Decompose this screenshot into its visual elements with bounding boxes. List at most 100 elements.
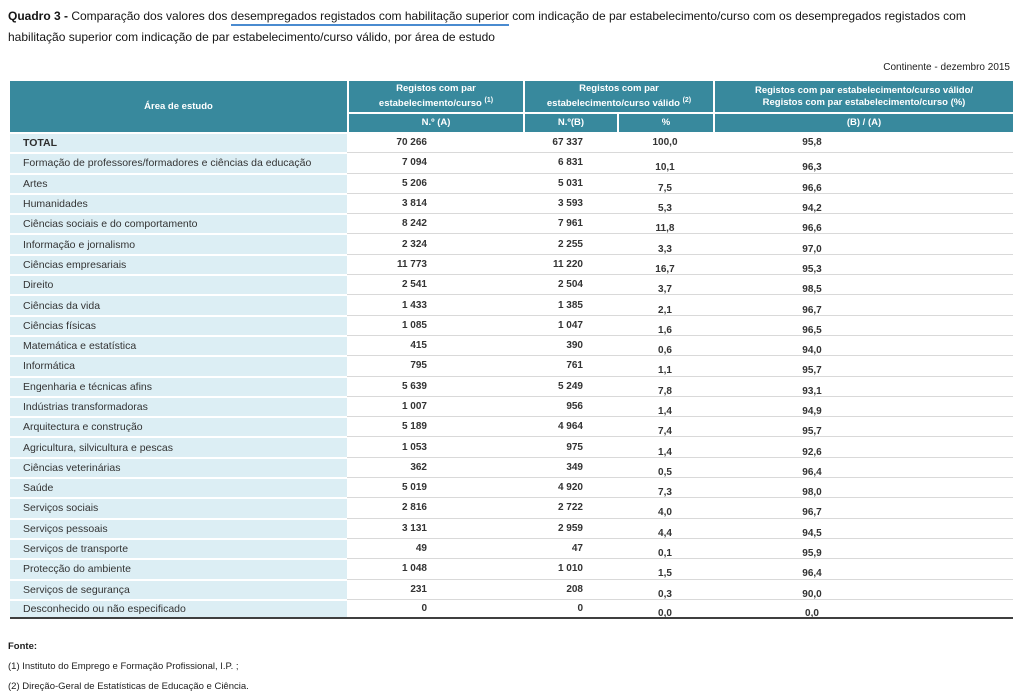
ratio-cell: 96,3 <box>713 152 1013 173</box>
ratio-cell: 96,7 <box>713 497 1013 518</box>
value-a-cell: 1 007 <box>347 395 523 416</box>
area-cell: Desconhecido ou não especificado <box>10 598 347 620</box>
value-b-cell: 47 <box>523 537 617 558</box>
value-b-cell: 7 961 <box>523 213 617 233</box>
subheader-n-a: N.º (A) <box>347 112 523 132</box>
table-row: Direito 2 541 2 504 3,7 98,5 <box>10 274 1013 295</box>
area-cell: TOTAL <box>10 132 347 153</box>
percent-cell: 1,4 <box>617 436 713 458</box>
table-row: Serviços de segurança 231 208 0,3 90,0 <box>10 578 1013 600</box>
ratio-cell: 96,4 <box>713 558 1013 579</box>
table-row: Indústrias transformadoras 1 007 956 1,4… <box>10 395 1013 417</box>
value-b-cell: 5 249 <box>523 375 617 396</box>
value-b-cell: 11 220 <box>523 253 617 274</box>
ratio-cell: 0,0 <box>713 598 1013 620</box>
table-row: Informação e jornalismo 2 324 2 255 3,3 … <box>10 233 1013 255</box>
percent-cell: 5,3 <box>617 192 713 214</box>
area-cell: Engenharia e técnicas afins <box>10 375 347 396</box>
value-a-cell: 70 266 <box>396 136 427 148</box>
value-b-cell: 975 <box>523 436 617 456</box>
ratio-cell: 95,7 <box>713 416 1013 437</box>
value-a-cell: 1 048 <box>347 558 523 578</box>
table-row: Serviços de transporte 49 47 0,1 95,9 <box>10 537 1013 559</box>
ratio-cell: 93,1 <box>713 375 1013 397</box>
table-row: Matemática e estatística 415 390 0,6 94,… <box>10 334 1013 356</box>
value-b-cell: 5 031 <box>523 172 617 193</box>
subheader-b-over-a: (B) / (A) <box>713 112 1013 132</box>
area-cell: Ciências veterinárias <box>10 456 347 478</box>
area-cell: Serviços de transporte <box>10 537 347 559</box>
table-row: Ciências veterinárias 362 349 0,5 96,4 <box>10 456 1013 478</box>
percent-cell: 7,5 <box>617 172 713 194</box>
value-b-cell: 956 <box>523 395 617 416</box>
table-row: Serviços sociais 2 816 2 722 4,0 96,7 <box>10 497 1013 518</box>
value-b-cell: 67 337 <box>552 136 583 148</box>
value-b-cell: 3 593 <box>523 192 617 213</box>
table-row: Ciências sociais e do comportamento 8 24… <box>10 213 1013 234</box>
ratio-cell: 94,0 <box>713 334 1013 356</box>
percent-cell: 0,5 <box>617 456 713 478</box>
percent-cell: 0,0 <box>617 598 713 620</box>
percent-cell: 1,1 <box>617 355 713 376</box>
value-a-cell: 3 131 <box>347 517 523 538</box>
value-a-cell: 2 816 <box>347 497 523 517</box>
table-row: Artes 5 206 5 031 7,5 96,6 <box>10 172 1013 194</box>
table-row: Arquitectura e construção 5 189 4 964 7,… <box>10 416 1013 437</box>
value-a-cell: 2 324 <box>347 233 523 253</box>
value-b-cell: 1 047 <box>523 314 617 335</box>
caption-text-pre: Comparação dos valores dos <box>71 9 231 23</box>
percent-cell: 3,3 <box>617 233 713 255</box>
ratio-cell: 96,7 <box>713 294 1013 316</box>
ratio-cell: 94,9 <box>713 395 1013 417</box>
source-note-1: (1) Instituto do Emprego e Formação Prof… <box>8 661 239 672</box>
percent-cell: 11,8 <box>617 213 713 234</box>
area-cell: Ciências sociais e do comportamento <box>10 213 347 234</box>
percent-cell: 4,4 <box>617 517 713 539</box>
area-cell: Saúde <box>10 477 347 498</box>
percent-cell: 1,4 <box>617 395 713 417</box>
value-b-cell: 761 <box>523 355 617 375</box>
source-note-2: (2) Direção-Geral de Estatísticas de Edu… <box>8 681 249 692</box>
value-a-cell: 49 <box>347 537 523 558</box>
area-cell: Serviços sociais <box>10 497 347 518</box>
ratio-cell: 96,6 <box>713 172 1013 194</box>
value-b-cell: 4 920 <box>523 477 617 497</box>
area-cell: Ciências da vida <box>10 294 347 315</box>
caption-text-post: com indicação de par estabelecimento/cur… <box>8 9 966 44</box>
statistics-table: Área de estudo Registos com par estabelec… <box>10 81 1013 620</box>
region-date-note: Continente - dezembro 2015 <box>883 62 1010 73</box>
ratio-cell: 92,6 <box>713 436 1013 458</box>
table-row: Informática 795 761 1,1 95,7 <box>10 355 1013 376</box>
percent-cell: 4,0 <box>617 497 713 518</box>
percent-cell: 7,8 <box>617 375 713 397</box>
table-row-total: TOTAL 70 266 67 337 100,0 95,8 <box>10 132 1013 153</box>
ratio-cell: 96,5 <box>713 314 1013 336</box>
ratio-cell: 96,4 <box>713 456 1013 478</box>
footnote-marker-1: (1) <box>484 96 494 104</box>
value-a-cell: 415 <box>347 334 523 355</box>
header-area-de-estudo: Área de estudo <box>10 81 347 132</box>
ratio-cell: 96,6 <box>713 213 1013 234</box>
table-body: TOTAL 70 266 67 337 100,0 95,8 Formação … <box>10 132 1013 620</box>
value-a-cell: 5 639 <box>347 375 523 396</box>
table-row: Formação de professores/formadores e ciê… <box>10 152 1013 173</box>
value-b-cell: 390 <box>523 334 617 355</box>
ratio-cell: 98,0 <box>713 477 1013 498</box>
percent-cell: 0,6 <box>617 334 713 356</box>
value-a-cell: 2 541 <box>347 274 523 294</box>
area-cell: Indústrias transformadoras <box>10 395 347 417</box>
table-header: Área de estudo Registos com par estabelec… <box>10 81 1013 132</box>
ratio-cell: 98,5 <box>713 274 1013 295</box>
area-cell: Ciências empresariais <box>10 253 347 275</box>
value-b-cell: 2 959 <box>523 517 617 538</box>
percent-cell: 0,3 <box>617 578 713 600</box>
percent-cell: 16,7 <box>617 253 713 275</box>
area-cell: Informática <box>10 355 347 376</box>
value-a-cell: 1 053 <box>347 436 523 456</box>
ratio-cell: 95,7 <box>713 355 1013 376</box>
area-cell: Serviços de segurança <box>10 578 347 599</box>
table-caption: Quadro 3 - Comparação dos valores dos de… <box>8 6 1014 48</box>
area-cell: Artes <box>10 172 347 193</box>
value-a-cell: 5 019 <box>347 477 523 497</box>
